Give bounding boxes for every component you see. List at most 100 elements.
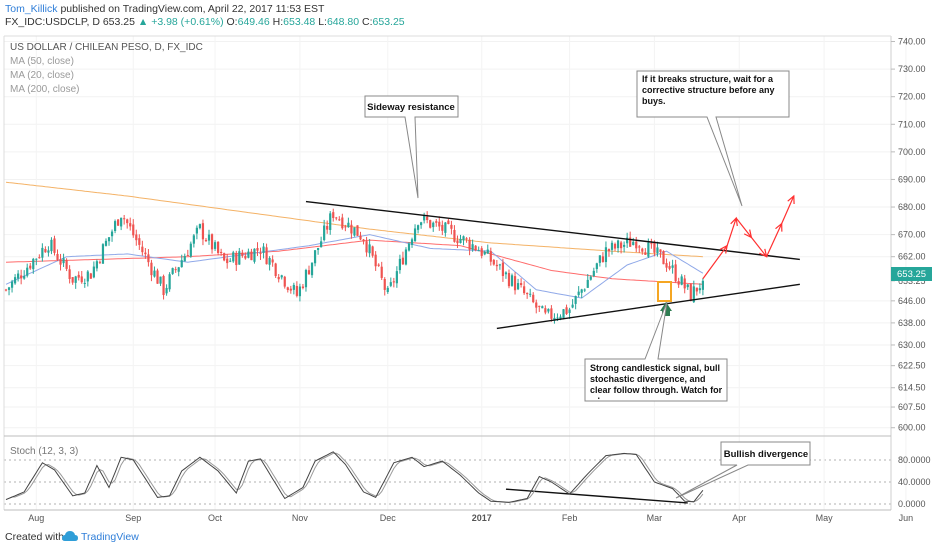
candle-body xyxy=(238,251,241,265)
candle-body xyxy=(404,249,408,265)
candle-body xyxy=(495,264,498,267)
candle-body xyxy=(223,253,226,261)
candle-body xyxy=(359,235,362,240)
candle-body xyxy=(335,217,338,219)
price-tick-label: 710.00 xyxy=(898,119,926,129)
chart-footer: Created with TradingView xyxy=(0,524,932,550)
candle-body xyxy=(374,254,377,267)
candle-body xyxy=(153,270,156,277)
time-tick-label: Oct xyxy=(208,513,223,523)
candle-body xyxy=(259,252,262,254)
candle-body xyxy=(626,237,629,244)
candle-body xyxy=(180,260,183,268)
candle-body xyxy=(420,222,423,226)
candle-body xyxy=(671,265,674,268)
candle-body xyxy=(13,277,17,284)
candle-body xyxy=(7,287,11,290)
candle-body xyxy=(595,263,598,270)
candle-body xyxy=(241,252,244,256)
price-label: 653.25 xyxy=(102,16,135,28)
candle-body xyxy=(107,237,111,242)
candle-body xyxy=(441,224,444,231)
candle-body xyxy=(471,244,474,250)
candle-body xyxy=(344,226,347,228)
candle-body xyxy=(386,287,389,292)
candle-body xyxy=(616,240,620,249)
candle-body xyxy=(623,244,626,247)
stoch-tick-label: 40.0000 xyxy=(898,477,931,487)
candle-body xyxy=(92,266,95,278)
candle-body xyxy=(516,283,520,290)
candle-body xyxy=(323,225,326,241)
candle-body xyxy=(220,251,223,253)
candle-body xyxy=(362,239,365,242)
candle-body xyxy=(432,222,435,228)
candle-body xyxy=(77,274,80,278)
time-tick-label: May xyxy=(816,513,834,523)
candle-body xyxy=(465,238,468,240)
price-tick-label: 720.00 xyxy=(898,92,926,102)
candle-body xyxy=(520,283,523,285)
candle-body xyxy=(680,276,683,285)
candle-body xyxy=(462,236,465,241)
candle-body xyxy=(123,218,126,220)
candle-body xyxy=(438,221,441,227)
candle-body xyxy=(435,221,438,223)
candle-body xyxy=(126,219,129,224)
author-link[interactable]: Tom_Killick xyxy=(5,3,58,15)
ma50-line xyxy=(5,239,703,285)
price-tick-label: 700.00 xyxy=(898,147,926,157)
price-tick-label: 638.00 xyxy=(898,318,926,328)
price-chart[interactable]: US DOLLAR / CHILEAN PESO, D, FX_IDC MA (… xyxy=(0,30,932,524)
candle-body xyxy=(44,249,47,253)
candle-body xyxy=(138,238,141,245)
candle-body xyxy=(562,309,565,319)
candle-body xyxy=(353,227,356,236)
last-price-bg xyxy=(891,267,932,281)
candle-body xyxy=(301,286,305,289)
projection-leg-1 xyxy=(702,245,728,280)
candle-body xyxy=(650,243,653,245)
divergence-callout-shape xyxy=(675,441,811,499)
candle-body xyxy=(571,304,574,308)
candle-body xyxy=(483,251,486,255)
candle-body xyxy=(638,246,641,248)
candle-body xyxy=(641,248,644,252)
candle-body xyxy=(274,263,277,277)
candle-body xyxy=(210,234,214,250)
candle-body xyxy=(332,212,335,219)
candle-body xyxy=(183,255,186,262)
breakout-callout-shape xyxy=(636,70,790,207)
candle-body xyxy=(38,257,41,259)
candle-body xyxy=(83,282,86,284)
candle-body xyxy=(117,219,120,226)
candle-body xyxy=(556,317,559,319)
candle-body xyxy=(41,247,44,258)
candle-body xyxy=(159,276,162,284)
candle-body xyxy=(265,247,268,265)
candle-body xyxy=(80,276,83,283)
price-tick-label: 730.00 xyxy=(898,64,926,74)
candle-body xyxy=(132,224,135,236)
candle-body xyxy=(23,275,26,279)
candle-body xyxy=(683,278,686,289)
ma200-line xyxy=(5,181,703,258)
candle-body xyxy=(592,270,595,277)
candle-body xyxy=(653,241,656,253)
ohlc-h-label: H: xyxy=(272,16,284,28)
time-tick-label: Jun xyxy=(899,513,914,523)
price-tick-label: 690.00 xyxy=(898,174,926,184)
candle-body xyxy=(271,259,274,263)
candle-body xyxy=(192,235,195,244)
candle-body xyxy=(635,241,638,249)
change-label: ▲ +3.98 (+0.61%) xyxy=(137,16,224,28)
candle-body xyxy=(423,215,426,221)
candle-body xyxy=(504,272,508,275)
candle-body xyxy=(289,288,292,291)
candle-body xyxy=(523,286,526,294)
price-tick-label: 680.00 xyxy=(898,202,926,212)
price-tick-label: 662.00 xyxy=(898,252,926,262)
signal-callout-shape xyxy=(584,301,728,402)
tradingview-brand[interactable]: TradingView xyxy=(81,531,139,543)
candle-body xyxy=(453,229,456,242)
